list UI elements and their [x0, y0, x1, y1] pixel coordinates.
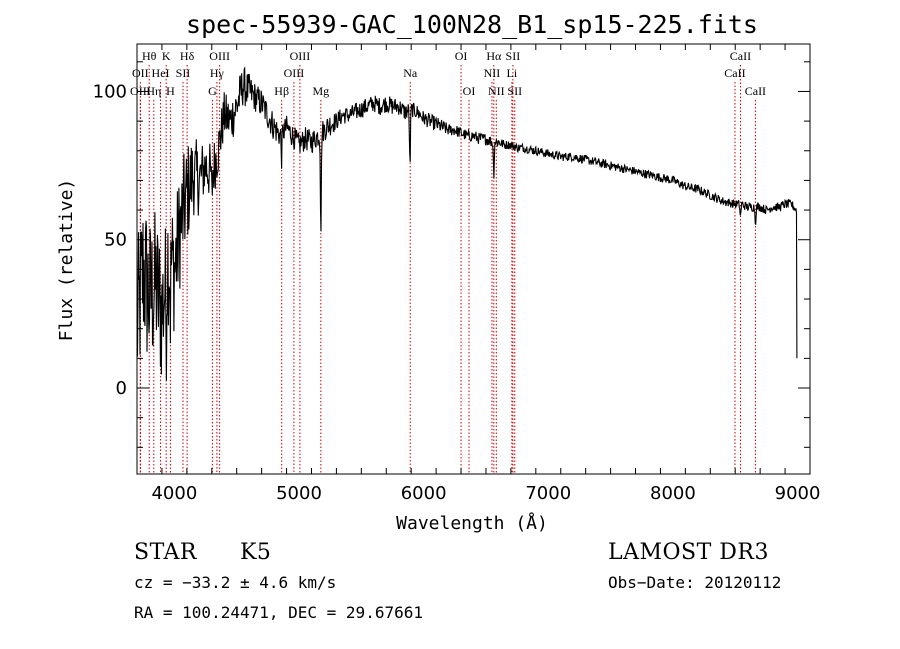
- redshift-cz: cz = −33.2 ± 4.6 km/s: [134, 573, 337, 592]
- line-marker-label: K: [162, 49, 171, 63]
- line-marker-label: CaII: [724, 66, 745, 80]
- line-marker-label: G: [208, 84, 217, 98]
- plot-frame: [136, 43, 811, 475]
- line-marker-label: CaII: [745, 84, 766, 98]
- line-marker-label: Li: [507, 66, 518, 80]
- line-marker-label: NII: [488, 84, 505, 98]
- x-tick-label: 8000: [650, 483, 696, 504]
- object-class: STAR: [134, 540, 197, 565]
- line-marker-label: Hα: [486, 49, 502, 63]
- line-marker-label: NII: [484, 66, 501, 80]
- line-marker-label: SII: [176, 66, 191, 80]
- line-marker-label: H: [166, 84, 175, 98]
- y-tick-label: 50: [104, 230, 127, 251]
- line-marker-label: Na: [403, 66, 418, 80]
- line-marker-label: Hδ: [180, 49, 195, 63]
- line-marker-label: OIII: [290, 49, 311, 63]
- object-subclass: K5: [240, 540, 272, 565]
- line-marker-label: OI: [455, 49, 468, 63]
- line-marker-label: CaII: [730, 49, 751, 63]
- y-axis-label: Flux (relative): [56, 179, 77, 342]
- x-tick-label: 4000: [151, 483, 197, 504]
- spectrum-series: [136, 66, 798, 381]
- chart-title: spec-55939-GAC_100N28_B1_sp15-225.fits: [186, 10, 758, 39]
- line-marker-label: SII: [507, 84, 522, 98]
- line-marker-label: Hγ: [210, 66, 225, 80]
- x-tick-label: 7000: [525, 483, 571, 504]
- line-marker-label: SII: [506, 49, 521, 63]
- x-tick-label: 5000: [276, 483, 322, 504]
- ra-dec-coords: RA = 100.24471, DEC = 29.67661: [134, 603, 423, 622]
- line-marker-label: Hη: [146, 84, 161, 98]
- spectrum-line: [136, 66, 798, 381]
- survey-name: LAMOST DR3: [608, 540, 769, 565]
- line-marker-label: Hθ: [142, 49, 157, 63]
- y-tick-label: 0: [116, 378, 127, 399]
- line-marker-label: OI: [463, 84, 476, 98]
- obs-date: Obs−Date: 20120112: [608, 573, 782, 592]
- line-marker-label: HeI: [152, 66, 170, 80]
- axis-ticks: 4000 5000 6000 7000 8000 9000 0 50 100: [93, 44, 821, 504]
- line-marker-label: Hβ: [274, 84, 289, 98]
- x-tick-label: 9000: [775, 483, 821, 504]
- line-marker-label: OIII: [209, 49, 230, 63]
- line-marker-label: OII: [132, 66, 149, 80]
- x-axis-label: Wavelength (Å): [396, 512, 548, 534]
- line-marker-label: Mg: [312, 84, 329, 98]
- line-marker-label: OIII: [284, 66, 305, 80]
- x-tick-label: 6000: [401, 483, 447, 504]
- y-tick-label: 100: [93, 81, 127, 102]
